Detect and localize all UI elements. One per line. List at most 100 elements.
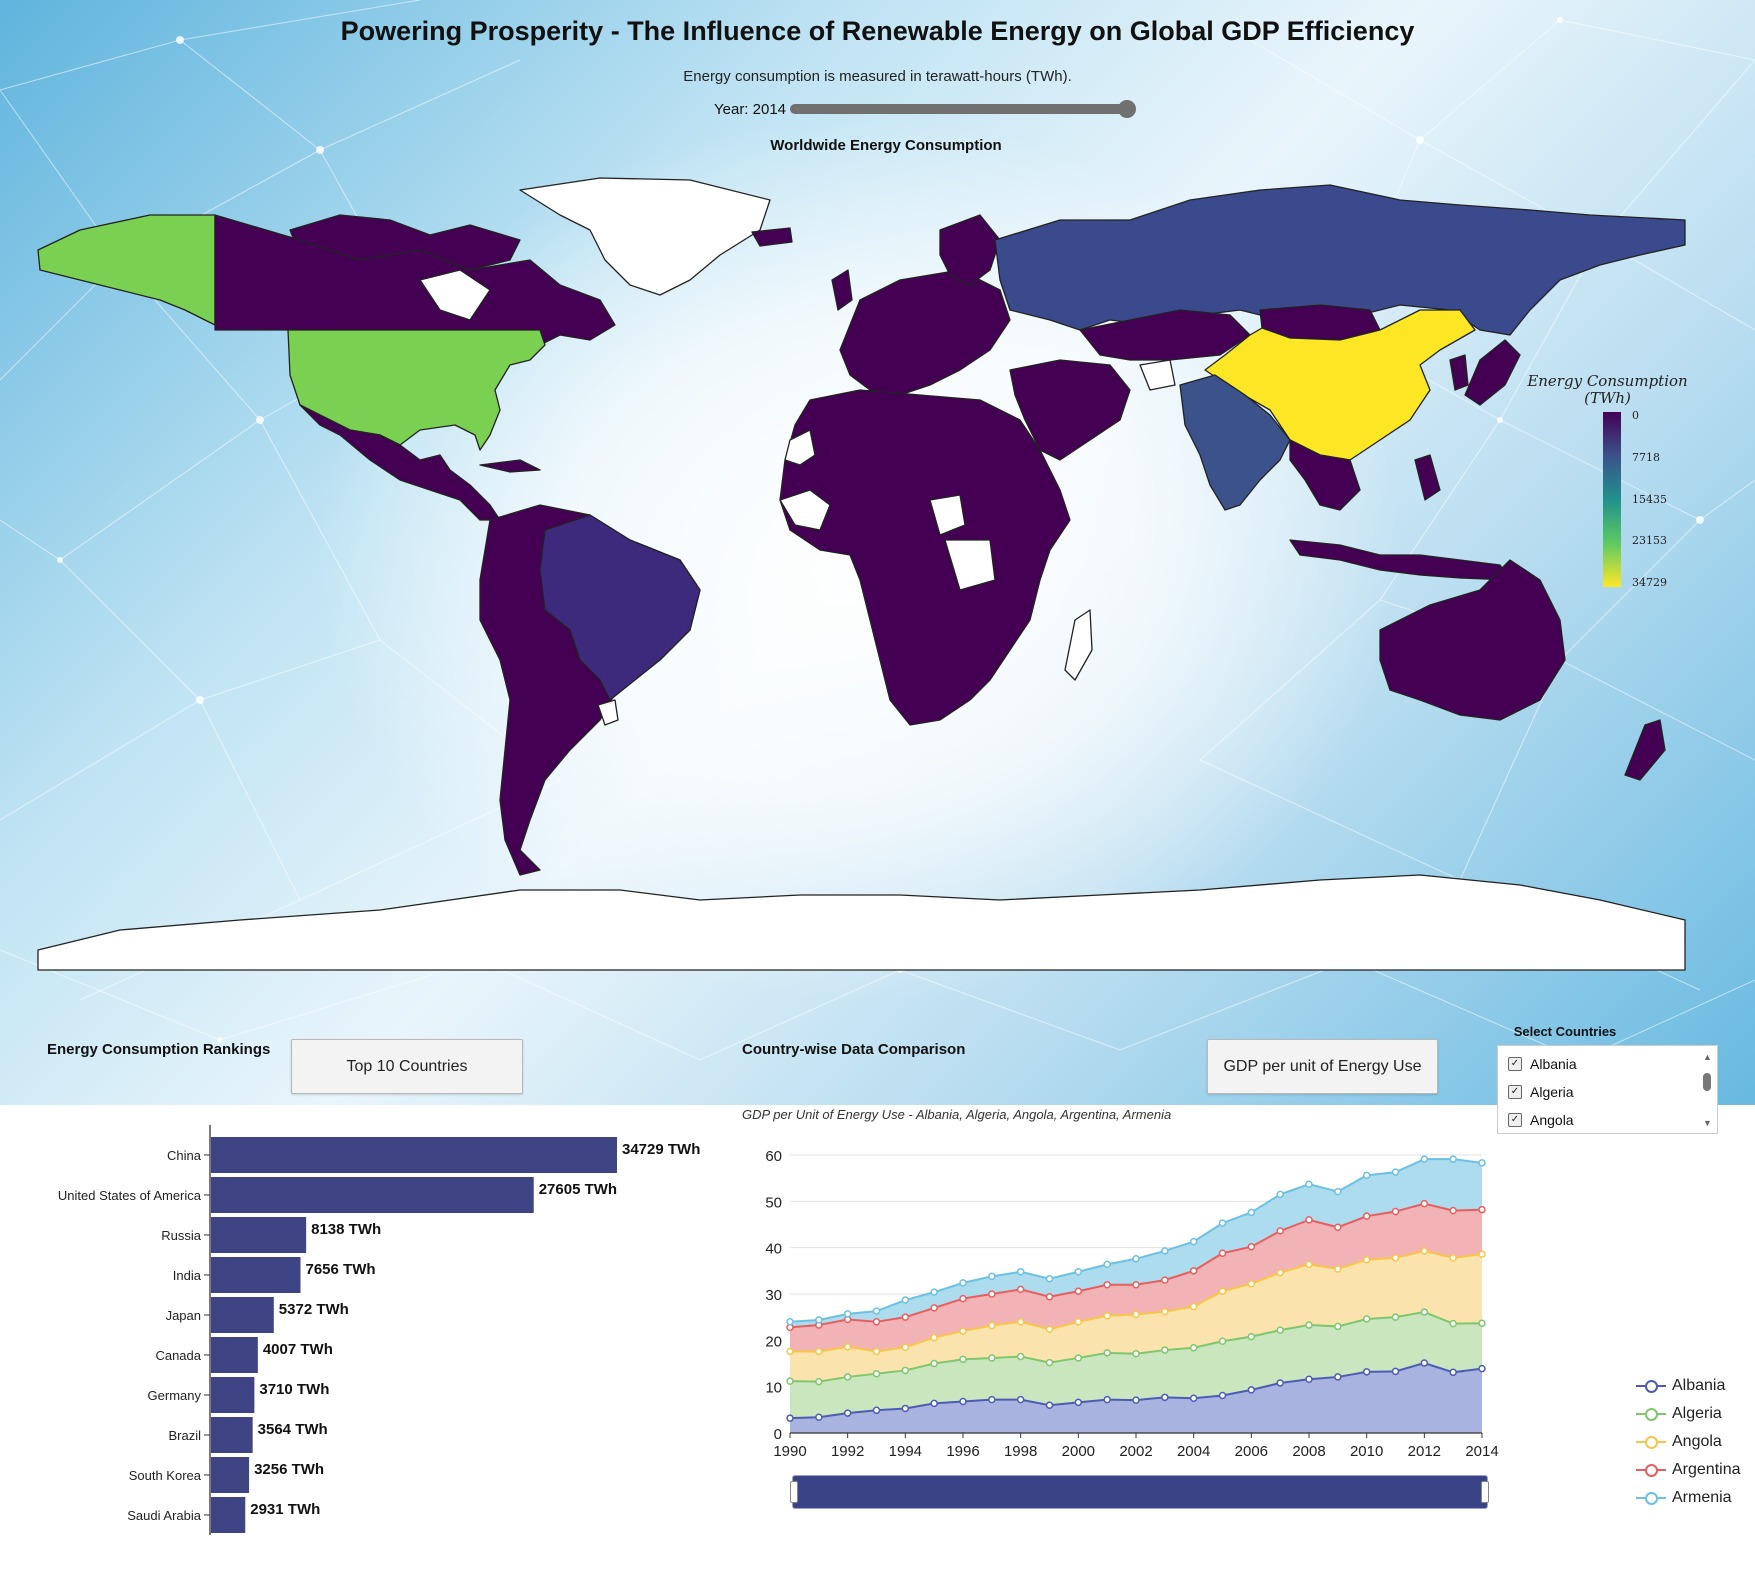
map-west-africa-blank[interactable] (779, 489, 831, 531)
data-point (1391, 1207, 1400, 1216)
data-point (1161, 1346, 1169, 1354)
map-australia[interactable] (1379, 559, 1566, 721)
map-middle-east[interactable] (1009, 359, 1131, 461)
map-uruguay[interactable] (597, 699, 619, 726)
data-point (901, 1313, 910, 1321)
legend-item-angola[interactable]: Angola (1636, 1428, 1741, 1456)
map-new-zealand[interactable] (1624, 719, 1666, 781)
time-range-brush[interactable] (792, 1475, 1488, 1509)
data-point (1478, 1364, 1486, 1373)
data-point (930, 1304, 938, 1312)
data-point (1189, 1267, 1198, 1275)
map-scandinavia[interactable] (939, 214, 1001, 286)
legend-label: Armenia (1672, 1489, 1732, 1506)
data-point (1362, 1368, 1371, 1376)
scroll-down-icon[interactable]: ▼ (1703, 1118, 1712, 1128)
country-option-albania[interactable]: ✓ Albania (1508, 1056, 1577, 1072)
country-select-list[interactable]: ✓ Albania ✓ Algeria ✓ Angola ▲ ▼ (1497, 1045, 1718, 1134)
country-option-angola[interactable]: ✓ Angola (1508, 1112, 1574, 1128)
country-option-algeria[interactable]: ✓ Algeria (1508, 1084, 1574, 1100)
data-point (1449, 1319, 1457, 1328)
value-label: 34729 TWh (622, 1141, 700, 1158)
data-point (1362, 1315, 1371, 1323)
data-point (1045, 1401, 1054, 1409)
bar (211, 1457, 250, 1493)
value-label: 27605 TWh (539, 1181, 617, 1198)
scroll-up-icon[interactable]: ▲ (1703, 1052, 1712, 1062)
brush-left-handle[interactable] (790, 1481, 798, 1503)
map-central-asia[interactable] (1079, 309, 1251, 361)
map-greenland[interactable] (519, 177, 771, 296)
data-point (1449, 1206, 1457, 1215)
data-point (1247, 1386, 1256, 1394)
data-point (959, 1279, 967, 1287)
brush-right-handle[interactable] (1481, 1481, 1489, 1503)
data-point (988, 1321, 996, 1330)
map-southeast-asia[interactable] (1289, 439, 1361, 511)
data-point (1276, 1268, 1284, 1277)
data-point (786, 1414, 794, 1422)
scrollbar-thumb[interactable] (1703, 1073, 1711, 1091)
map-uk[interactable] (831, 269, 853, 311)
data-point (1016, 1395, 1025, 1404)
data-point (872, 1347, 881, 1356)
data-point (1074, 1354, 1083, 1362)
map-russia[interactable] (994, 184, 1686, 336)
year-slider-thumb[interactable] (1118, 100, 1136, 118)
data-point (843, 1343, 852, 1351)
map-iceland[interactable] (751, 227, 793, 247)
map-cuba[interactable] (479, 459, 541, 473)
checkbox[interactable]: ✓ (1508, 1085, 1522, 1099)
gdp-per-energy-button[interactable]: GDP per unit of Energy Use (1207, 1039, 1438, 1094)
map-brazil[interactable] (539, 514, 701, 701)
data-point (872, 1318, 881, 1326)
legend-title: Energy Consumption (TWh) (1520, 373, 1695, 407)
legend-title-line2: (TWh) (1584, 389, 1631, 407)
data-point (1189, 1394, 1198, 1402)
x-tick-label: 1990 (773, 1443, 806, 1460)
data-point (1218, 1391, 1227, 1400)
data-point (1045, 1358, 1054, 1367)
map-europe[interactable] (839, 269, 1011, 396)
data-point (1103, 1349, 1111, 1357)
map-usa[interactable] (287, 329, 546, 451)
legend-tick: 15435 (1632, 493, 1667, 506)
legend-line-dot-icon (1636, 1491, 1666, 1505)
map-mexico[interactable] (299, 404, 501, 521)
data-point (786, 1318, 794, 1326)
data-point (1449, 1155, 1457, 1163)
legend-item-argentina[interactable]: Argentina (1636, 1456, 1741, 1484)
map-japan[interactable] (1464, 339, 1521, 406)
map-philippines[interactable] (1414, 454, 1441, 501)
legend-item-armenia[interactable]: Armenia (1636, 1484, 1741, 1512)
page-subtitle: Energy consumption is measured in terawa… (683, 68, 1072, 85)
legend-label: Algeria (1672, 1405, 1722, 1422)
year-label: Year: 2014 (714, 101, 787, 118)
map-afghanistan[interactable] (1139, 359, 1176, 391)
world-map (37, 177, 1686, 971)
map-central-africa-blank[interactable] (929, 494, 966, 536)
top-10-countries-button[interactable]: Top 10 Countries (291, 1039, 523, 1094)
map-madagascar[interactable] (1064, 609, 1093, 681)
data-point (1132, 1280, 1140, 1289)
map-indonesia[interactable] (1289, 539, 1511, 581)
map-africa[interactable] (779, 389, 1071, 726)
checkbox[interactable]: ✓ (1508, 1057, 1522, 1071)
data-point (1045, 1325, 1054, 1333)
map-alaska[interactable] (37, 214, 216, 326)
map-antarctica[interactable] (37, 874, 1686, 971)
x-tick-label: 2004 (1177, 1443, 1210, 1460)
map-western-sahara[interactable] (784, 429, 816, 466)
data-point (1161, 1247, 1169, 1255)
map-korea[interactable] (1449, 354, 1469, 391)
data-point (1103, 1395, 1111, 1404)
data-point (1016, 1352, 1025, 1361)
checkbox[interactable]: ✓ (1508, 1113, 1522, 1127)
map-east-africa-blank[interactable] (944, 539, 996, 591)
legend-item-algeria[interactable]: Algeria (1636, 1400, 1741, 1428)
legend-item-albania[interactable]: Albania (1636, 1372, 1741, 1400)
year-slider[interactable] (790, 104, 1128, 114)
map-title: Worldwide Energy Consumption (770, 137, 1002, 154)
map-india[interactable] (1179, 374, 1291, 511)
data-point (815, 1377, 823, 1386)
